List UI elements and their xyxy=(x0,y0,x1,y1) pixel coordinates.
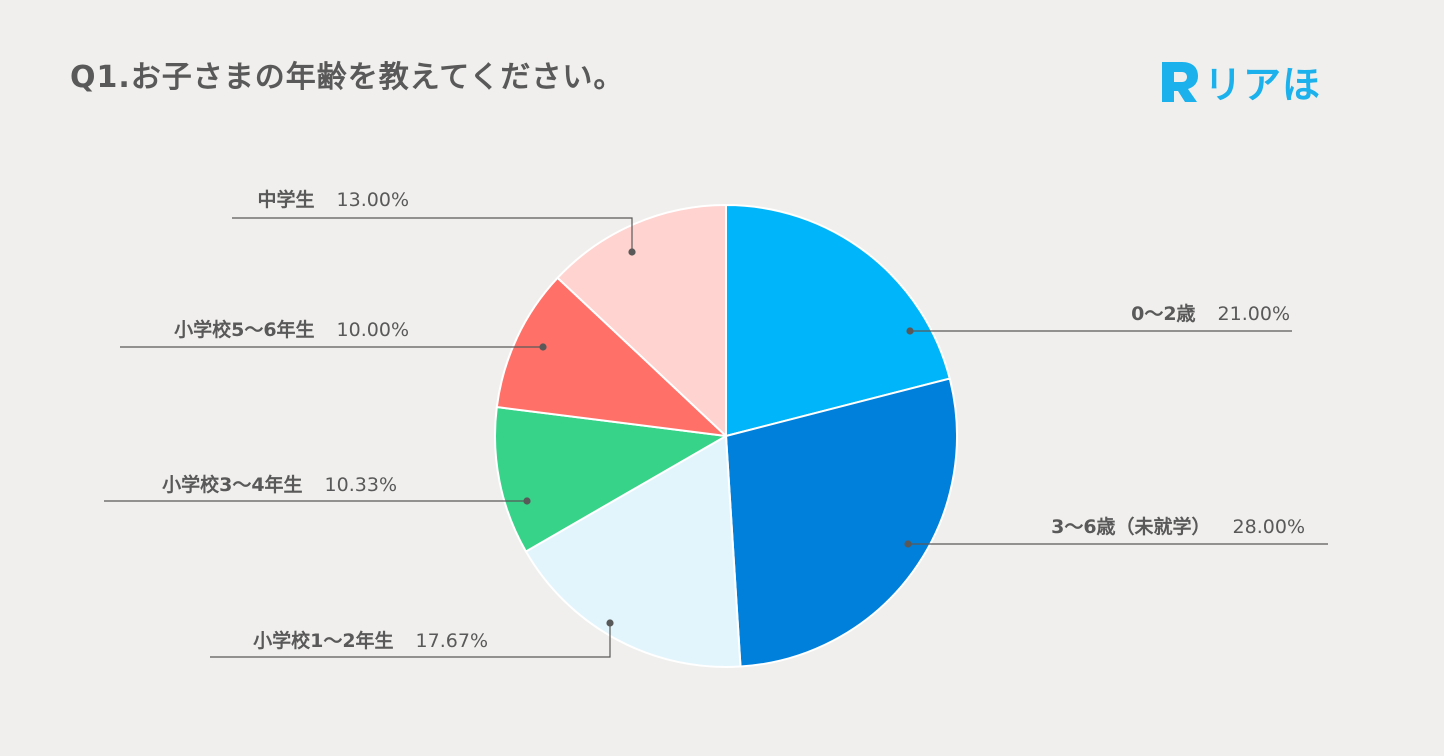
leader-dot xyxy=(904,540,912,548)
slice-data-label: 0〜2歳 21.00% xyxy=(1131,303,1290,325)
slice-data-label: 小学校3〜4年生 10.33% xyxy=(162,473,397,496)
slice-category-label: 小学校1〜2年生 xyxy=(253,629,393,652)
pie-slice xyxy=(524,435,742,668)
leader-line xyxy=(232,217,633,252)
logo-r-icon xyxy=(1162,62,1198,102)
slice-value-label: 10.33% xyxy=(325,474,397,496)
pie-slice xyxy=(556,204,727,437)
leader-line xyxy=(210,623,611,658)
slice-category-label: 小学校3〜4年生 xyxy=(162,473,302,496)
slice-value-label: 13.00% xyxy=(337,189,409,211)
slice-data-label: 小学校5〜6年生 10.00% xyxy=(174,318,409,341)
slice-category-label: 中学生 xyxy=(258,188,315,211)
slice-data-label: 中学生 13.00% xyxy=(258,188,409,211)
leader-dot xyxy=(906,327,914,335)
page-title: Q1.お子さまの年齢を教えてください。 xyxy=(70,60,625,95)
leader-dot xyxy=(606,619,614,627)
leader-dot xyxy=(628,248,636,256)
slice-value-label: 28.00% xyxy=(1233,516,1305,538)
slice-value-label: 10.00% xyxy=(337,319,409,341)
slice-data-label: 小学校1〜2年生 17.67% xyxy=(253,629,488,652)
slice-category-label: 3〜6歳（未就学） xyxy=(1051,515,1210,538)
pie-slice xyxy=(725,204,951,437)
slice-data-label: 3〜6歳（未就学） 28.00% xyxy=(1051,515,1305,538)
slice-value-label: 17.67% xyxy=(416,630,488,652)
pie-slice xyxy=(495,276,727,437)
slice-value-label: 21.00% xyxy=(1218,303,1290,325)
slice-category-label: 0〜2歳 xyxy=(1131,303,1195,325)
pie-slice xyxy=(725,377,958,668)
logo-text: リアほ xyxy=(1204,62,1322,107)
leader-dot xyxy=(539,343,547,351)
pie-slice xyxy=(494,406,727,553)
slice-category-label: 小学校5〜6年生 xyxy=(174,318,314,341)
brand-logo: リアほ xyxy=(1158,56,1322,107)
leader-dot xyxy=(523,497,531,505)
